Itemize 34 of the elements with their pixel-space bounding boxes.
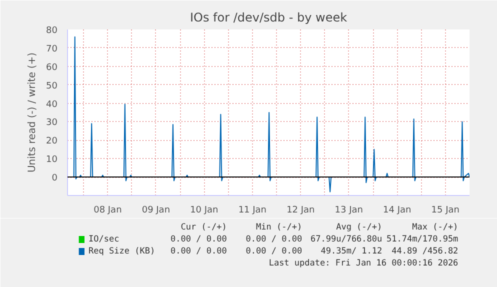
x-tick-label: 08 Jan (94, 206, 122, 216)
y-tick-label: 70 (46, 44, 58, 54)
y-tick-label: 10 (46, 155, 58, 166)
text: Min (-/+) (256, 222, 302, 232)
y-axis-title: Units read (-) / write (+) (27, 52, 38, 173)
y-tick-label: 20 (46, 136, 58, 147)
text: 0.00 / 0.00 (170, 234, 227, 244)
text: 0.00 / 0.00 (170, 246, 227, 256)
x-tick-label: 10 Jan (190, 206, 218, 216)
text: 67.99u/766.80u (310, 234, 382, 244)
y-tick-label: 50 (46, 81, 58, 92)
text: Cur (-/+) (180, 222, 227, 232)
text: 0.00 / 0.00 (246, 246, 302, 256)
text: 51.74m/170.95m (386, 234, 458, 244)
x-tick-label: 14 Jan (383, 206, 412, 216)
text: 44.89 /456.82 (392, 246, 458, 256)
chart-title: IOs for /dev/sdb - by week (190, 10, 348, 24)
y-tick-label: 0 (52, 174, 58, 184)
text: Last update: Fri Jan 16 00:00:16 2026 (268, 258, 458, 268)
x-tick-label: 13 Jan (334, 206, 363, 216)
text: 49.35m/ 1.12 (320, 246, 382, 256)
y-tick-label: 60 (46, 62, 58, 73)
y-tick-label: 80 (46, 26, 58, 36)
x-tick-label: 12 Jan (286, 206, 315, 216)
x-tick-label: 15 Jan (431, 206, 460, 216)
legend-label: IO/sec (88, 234, 120, 244)
x-tick-label: 09 Jan (142, 206, 170, 216)
text: 0.00 / 0.00 (246, 234, 302, 244)
x-tick-label: 11 Jan (238, 206, 267, 216)
text: Max (-/+) (412, 222, 458, 232)
y-tick-label: 40 (46, 100, 58, 110)
y-tick-label: 30 (46, 118, 58, 128)
text: Avg (-/+) (336, 222, 382, 232)
legend-label: Req Size (KB) (88, 246, 156, 256)
